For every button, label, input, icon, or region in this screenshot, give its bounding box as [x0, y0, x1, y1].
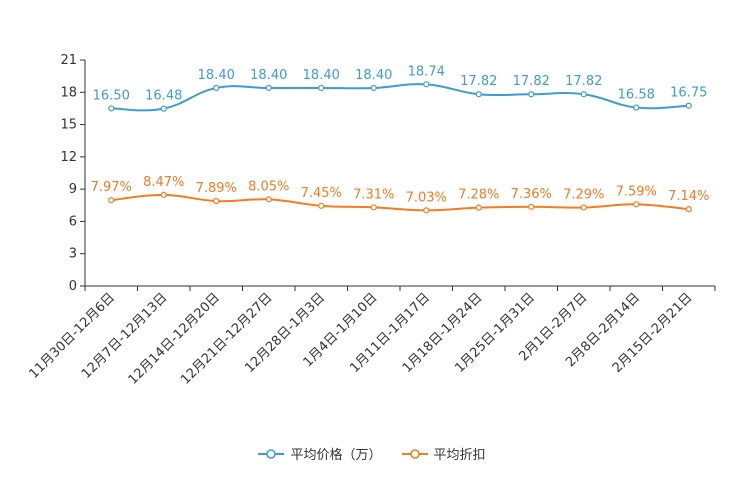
data-label: 7.03%	[406, 190, 447, 205]
series-line-price	[111, 83, 689, 112]
legend-item-price[interactable]: 平均价格（万）	[258, 444, 382, 463]
data-point	[370, 204, 377, 211]
data-point	[633, 104, 640, 111]
data-point	[265, 196, 272, 203]
data-label: 16.58	[618, 88, 655, 103]
y-tick-label: 3	[69, 247, 77, 262]
legend-item-discount[interactable]: 平均折扣	[401, 444, 486, 463]
data-label: 7.28%	[458, 188, 499, 203]
data-label: 8.47%	[143, 175, 184, 190]
data-point	[580, 204, 587, 211]
data-label: 7.36%	[511, 187, 552, 202]
data-label: 17.82	[513, 74, 550, 89]
data-label: 16.75	[670, 86, 707, 101]
data-point	[423, 81, 430, 88]
data-point	[633, 201, 640, 208]
data-label: 17.82	[460, 74, 497, 89]
data-label: 7.45%	[301, 186, 342, 201]
data-label: 7.29%	[563, 188, 604, 203]
data-label: 16.50	[93, 88, 130, 103]
data-label: 7.59%	[616, 184, 657, 199]
data-label: 8.05%	[248, 179, 289, 194]
data-point	[108, 197, 115, 204]
data-label: 18.74	[408, 64, 445, 79]
data-point	[475, 204, 482, 211]
legend-label-discount: 平均折扣	[433, 448, 486, 463]
data-point	[528, 91, 535, 98]
data-point	[685, 206, 692, 213]
data-point	[318, 202, 325, 209]
data-label: 17.82	[565, 74, 602, 89]
legend: 平均价格（万） 平均折扣	[0, 444, 744, 463]
x-tick-label: 12月21日-12月27日	[178, 290, 275, 387]
data-point	[213, 84, 220, 92]
y-tick-label: 21	[60, 53, 77, 68]
data-point	[528, 203, 535, 210]
y-tick-label: 15	[60, 118, 77, 133]
y-tick-label: 18	[60, 85, 77, 100]
x-tick-label: 12月14日-12月20日	[126, 290, 223, 387]
data-label: 7.14%	[668, 189, 709, 204]
data-point	[318, 84, 325, 92]
legend-label-price: 平均价格（万）	[290, 448, 382, 463]
y-tick-label: 6	[69, 214, 77, 229]
data-point	[370, 84, 377, 92]
legend-price-marker-icon	[258, 448, 285, 459]
data-label: 18.40	[198, 68, 235, 83]
data-point	[580, 91, 587, 98]
y-tick-label: 12	[60, 150, 77, 165]
data-label: 18.40	[303, 68, 340, 83]
x-tick-label: 11月30日-12月6日	[26, 290, 118, 382]
series-line-discount	[111, 193, 689, 212]
data-point	[685, 102, 692, 109]
y-tick-label: 0	[69, 279, 77, 294]
data-label: 7.97%	[91, 180, 132, 195]
data-label: 18.40	[250, 68, 287, 83]
y-tick-label: 9	[69, 182, 77, 197]
data-point	[108, 105, 115, 112]
data-point	[423, 207, 430, 214]
data-point	[475, 91, 482, 98]
line-chart: 03691215182111月30日-12月6日12月7日-12月13日12月1…	[26, 53, 716, 388]
data-point	[265, 84, 272, 92]
data-point	[213, 197, 220, 205]
legend-discount-marker-icon	[401, 448, 428, 459]
data-label: 18.40	[355, 68, 392, 83]
data-point	[160, 105, 167, 112]
data-point	[160, 191, 167, 198]
data-label: 16.48	[145, 89, 182, 104]
data-label: 7.31%	[353, 187, 394, 202]
data-label: 7.89%	[196, 181, 237, 196]
